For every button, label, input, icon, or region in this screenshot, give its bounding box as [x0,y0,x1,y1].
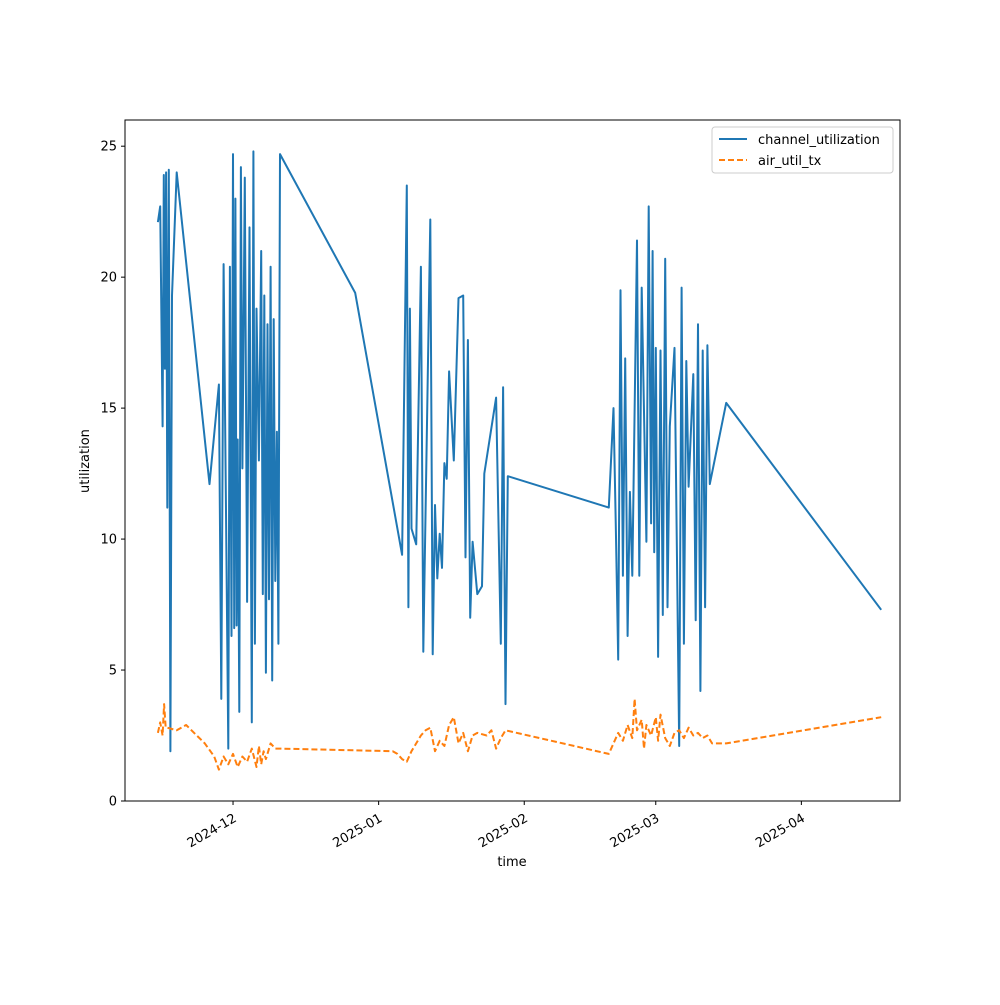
legend-label-channel-utilization: channel_utilization [758,133,880,148]
y-tick-label: 5 [109,664,117,679]
legend: channel_utilization air_util_tx [711,126,894,174]
series-layer [156,150,883,771]
legend-label-air-util-tx: air_util_tx [758,154,822,169]
legend-box [711,126,894,174]
y-tick-label: 15 [100,402,117,417]
plot-frame [124,119,901,802]
y-tick-label: 20 [100,271,117,286]
series-line-air-util-tx [156,697,882,771]
y-axis: 0 5 10 15 20 25 [100,140,125,810]
x-axis-label: time [497,855,526,870]
y-tick-label: 25 [100,140,117,155]
series-line-channel-utilization [156,150,883,753]
y-tick-label: 10 [100,533,117,548]
y-axis-label: utilization [78,429,93,493]
y-tick-label: 0 [109,795,117,810]
